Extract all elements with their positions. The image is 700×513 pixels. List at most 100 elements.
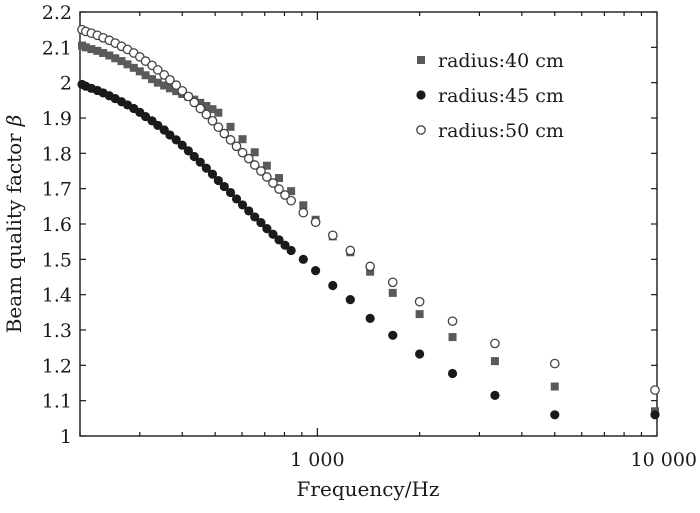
data-point [231,141,242,152]
data-point [388,288,397,297]
data-point [237,200,248,210]
data-point [256,166,266,176]
data-point [99,48,108,57]
data-point [141,71,150,80]
y-tick-label: 2.2 [42,2,72,24]
data-point [207,115,218,126]
data-point [148,75,157,84]
data-point [414,296,425,307]
data-point [415,349,425,359]
data-point [129,63,138,72]
data-point [214,108,223,117]
data-point [202,101,211,110]
data-point [250,148,259,157]
data-point [207,169,218,179]
data-point [196,98,205,107]
data-point [327,230,338,241]
data-point [299,201,308,210]
data-point [189,97,200,108]
y-axis-title-symbol: β [2,115,26,128]
x-axis-title: Frequency/Hz [297,477,440,501]
data-point [208,105,217,114]
data-point [117,57,126,66]
data-point [415,310,424,319]
data-point [298,207,309,218]
x-tick-label: 10 000 [631,449,697,471]
data-point [387,277,398,288]
y-tick-label: 1 [60,426,72,448]
data-point [262,161,271,170]
data-point [262,223,272,234]
data-point [201,109,212,120]
data-point [183,146,193,156]
y-tick-label: 1.8 [42,143,72,165]
y-tick-label: 1.5 [42,249,72,271]
data-point [448,333,457,342]
data-point [153,120,163,131]
data-point [447,368,458,379]
data-point [345,295,355,305]
x-tick-label: 1 000 [290,449,344,471]
data-point [243,153,254,164]
data-point [231,194,242,204]
y-tick-label: 1.2 [42,355,72,377]
data-point [280,190,290,200]
data-point [388,330,398,340]
data-point [152,65,163,75]
data-point [219,128,230,139]
y-tick-label: 1.4 [42,285,72,307]
data-point [160,81,169,90]
data-point [81,43,90,52]
data-point [345,245,356,256]
data-point [244,206,254,216]
data-point [298,254,308,264]
data-point [105,51,114,60]
y-tick-label: 1.1 [42,391,72,413]
data-point [123,60,132,69]
y-axis-ticks: 1 1.1 1.2 1.3 1.4 1.5 1.6 1.7 1.8 1.9 2 2.1 2.2 [42,2,657,448]
data-point [275,174,284,183]
data-point [287,187,296,196]
data-point [225,135,236,145]
data-point [195,103,206,114]
y-tick-label: 1.6 [42,214,72,236]
data-point [226,122,235,131]
data-point [447,316,458,327]
data-point [213,175,223,186]
series-2 [77,79,660,420]
legend: radius:40 cm radius:45 cm radius:50 cm [416,50,564,142]
data-point [262,172,272,182]
data-point [153,78,162,87]
legend-marker [417,56,425,64]
data-point [87,45,96,54]
data-point [490,357,499,366]
data-point [650,385,660,395]
data-point [165,130,175,140]
data-point [165,84,174,93]
data-point [111,54,120,63]
y-tick-label: 1.7 [42,179,72,201]
data-point [195,157,205,167]
data-point [135,67,144,76]
data-point [219,181,229,192]
y-tick-label: 2 [60,73,72,95]
data-point [366,267,375,276]
data-point [490,390,500,400]
legend-label: radius:45 cm [438,85,564,107]
data-point [650,410,660,420]
series-3 [77,24,660,395]
series-1 [78,41,659,416]
data-point [365,313,375,323]
data-point [365,261,375,272]
data-point [280,240,290,250]
data-point [311,266,321,276]
data-point [256,217,266,228]
data-point [172,87,181,96]
y-tick-label: 2.1 [42,37,72,59]
data-point [213,122,224,133]
data-point [328,280,338,291]
data-point [140,111,151,122]
y-axis-title: Beam quality factor β [2,115,26,334]
